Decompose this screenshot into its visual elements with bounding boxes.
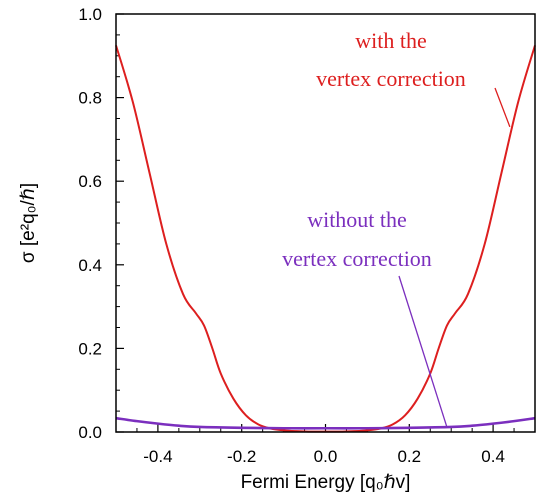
x-tick-label: -0.2 xyxy=(227,447,256,466)
annotation-without-vertex-correction: without the vertex correction xyxy=(282,207,432,271)
y-axis-title: σ [e²q₀/ℏ] xyxy=(18,183,39,263)
annotation-leaders xyxy=(398,87,511,428)
series-line-without-vertex-correction xyxy=(115,416,536,430)
plot-frame xyxy=(115,13,536,433)
x-tick-label: -0.4 xyxy=(143,447,172,466)
annotations: with the vertex correction without the vert… xyxy=(282,28,466,271)
x-tick-label: 0.4 xyxy=(481,447,505,466)
y-tick-label: 0.4 xyxy=(78,256,102,275)
y-tick-label: 1.0 xyxy=(78,5,102,24)
annotation-leader-line xyxy=(398,275,448,428)
annotation-with-vertex-correction: with the vertex correction xyxy=(316,28,466,91)
y-tick-label: 0.6 xyxy=(78,172,102,191)
y-tick-label: 0.0 xyxy=(78,423,102,442)
y-tick-labels: 0.0 0.2 0.4 0.6 0.8 1.0 xyxy=(78,5,102,442)
x-tick-label: 0.2 xyxy=(397,447,421,466)
series-layer xyxy=(115,45,536,433)
series-line-with-vertex-correction xyxy=(115,45,536,433)
x-tick-labels: -0.4 -0.2 0.0 0.2 0.4 xyxy=(143,447,505,466)
x-axis-title: Fermi Energy [q₀ℏv] xyxy=(241,472,411,493)
y-tick-label: 0.8 xyxy=(78,89,102,108)
x-tick-label: 0.0 xyxy=(314,447,338,466)
annotation-leader-line xyxy=(494,87,511,128)
y-tick-label: 0.2 xyxy=(78,339,102,358)
